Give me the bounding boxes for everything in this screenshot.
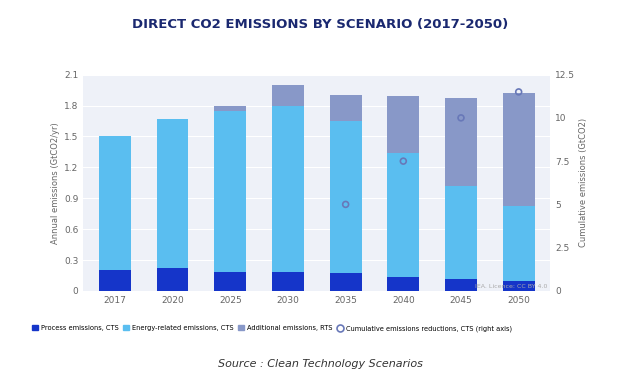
Bar <box>445 279 477 291</box>
Bar <box>99 270 131 291</box>
Point <box>513 89 524 95</box>
Bar <box>272 106 304 272</box>
Point <box>398 158 408 164</box>
Bar <box>330 95 362 121</box>
Bar <box>503 280 534 291</box>
Bar <box>445 98 477 186</box>
Bar <box>445 186 477 279</box>
Text: IEA. Licence: CC BY 4.0: IEA. Licence: CC BY 4.0 <box>475 284 547 289</box>
Bar <box>503 93 534 207</box>
Bar <box>330 121 362 273</box>
Bar <box>272 85 304 106</box>
Bar <box>387 153 419 276</box>
Bar <box>214 111 246 272</box>
Bar <box>330 273 362 291</box>
Bar <box>99 137 131 270</box>
Point <box>340 201 351 207</box>
Y-axis label: Cumulative emissions (GtCO2): Cumulative emissions (GtCO2) <box>579 118 588 247</box>
Bar <box>214 272 246 291</box>
Point <box>456 115 466 121</box>
Bar <box>214 106 246 111</box>
Y-axis label: Annual emissions (GtCO2/yr): Annual emissions (GtCO2/yr) <box>51 122 60 244</box>
Legend: Process emissions, CTS, Energy-related emissions, CTS, Additional emissions, RTS: Process emissions, CTS, Energy-related e… <box>29 322 515 334</box>
Bar <box>387 96 419 153</box>
Bar <box>387 276 419 291</box>
Text: DIRECT CO2 EMISSIONS BY SCENARIO (2017-2050): DIRECT CO2 EMISSIONS BY SCENARIO (2017-2… <box>132 18 508 31</box>
Bar <box>157 268 188 291</box>
Bar <box>272 272 304 291</box>
Bar <box>157 119 188 268</box>
Bar <box>503 207 534 280</box>
Text: Source : Clean Technology Scenarios: Source : Clean Technology Scenarios <box>218 359 422 369</box>
